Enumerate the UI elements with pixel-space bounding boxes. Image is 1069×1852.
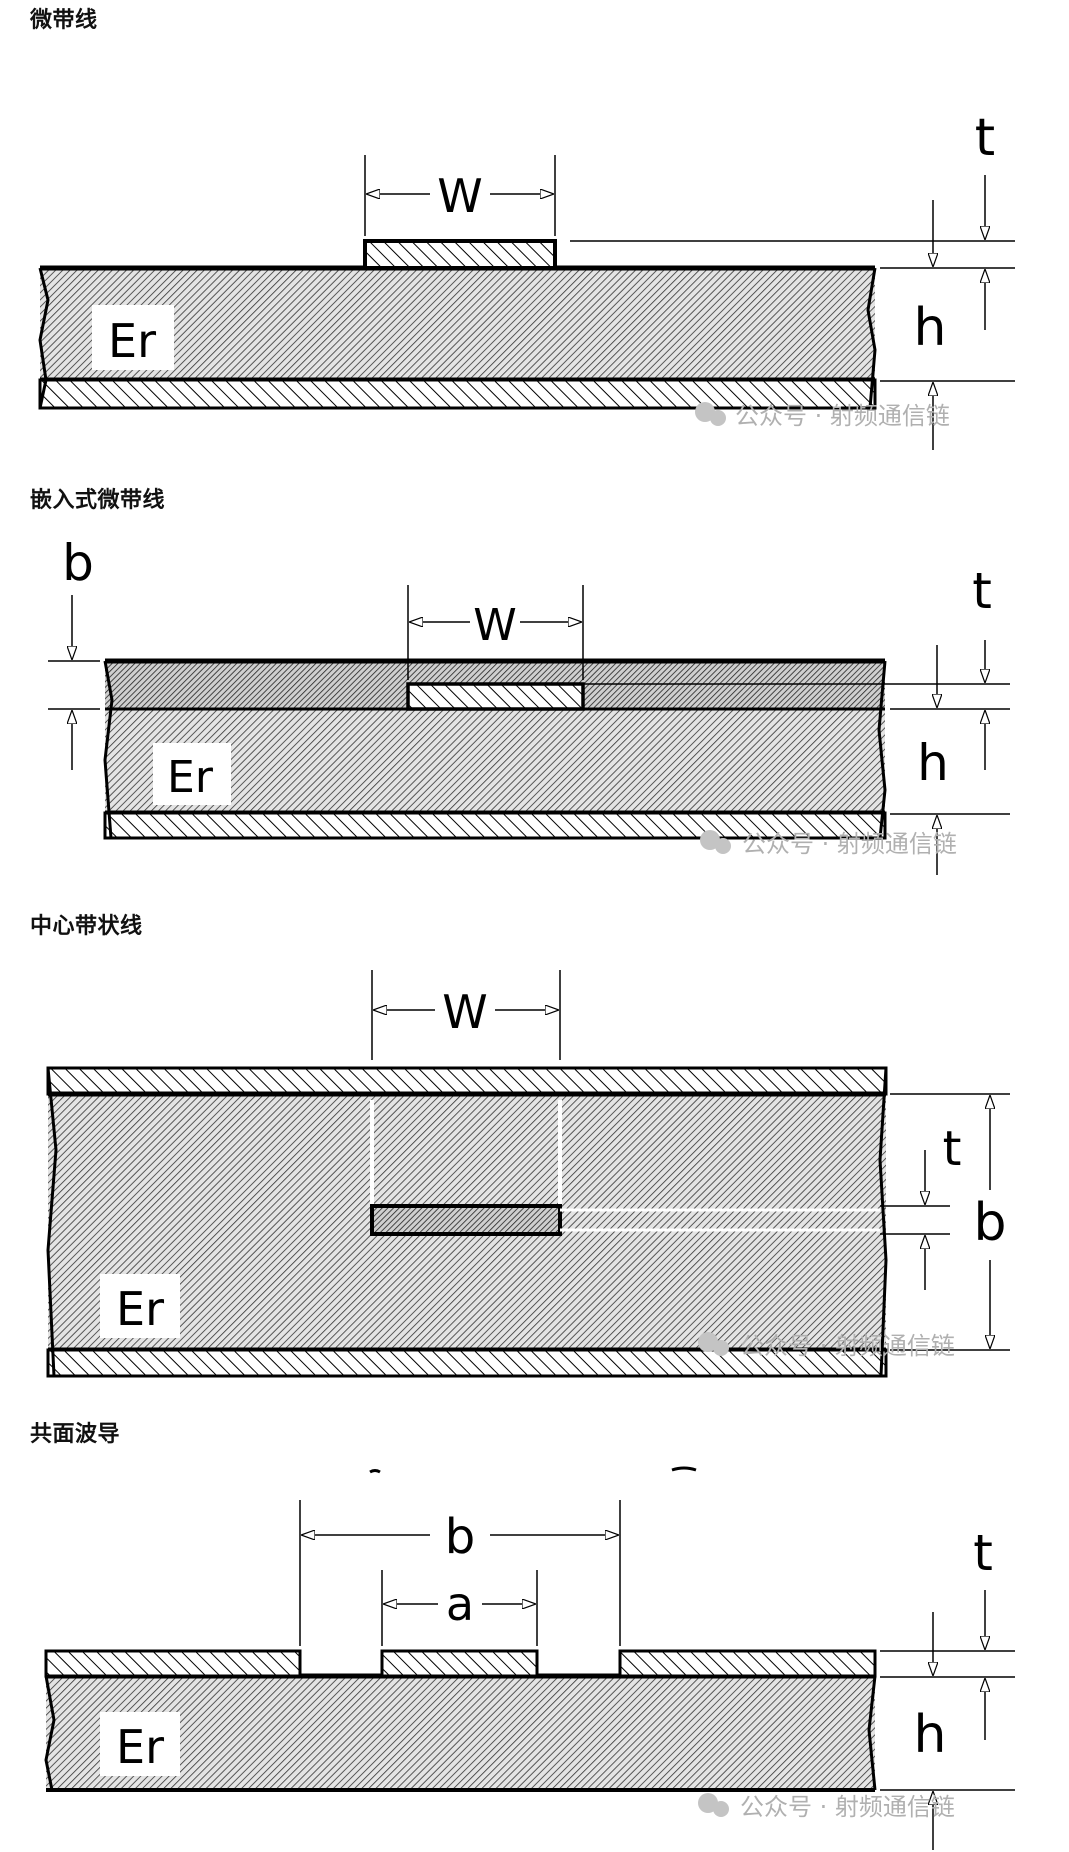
signal-trace (380, 1649, 539, 1678)
b-label: b (973, 1193, 1006, 1253)
er-label: Er (116, 1282, 164, 1336)
stripline-diagram: Er W t b (46, 970, 1010, 1378)
w-label: W (437, 169, 482, 223)
right-ground-trace (618, 1649, 877, 1678)
er-label: Er (167, 752, 214, 803)
h-label: h (914, 298, 947, 358)
er-label-box (100, 1274, 180, 1338)
ground-plane (38, 378, 877, 410)
b-label: b (62, 534, 94, 592)
section-title-coplanar-waveguide: 共面波导 (30, 1422, 121, 1447)
section-title-stripline: 中心带状线 (30, 914, 143, 939)
top-ground-plane (46, 1066, 888, 1096)
er-label: Er (116, 1720, 164, 1774)
signal-trace (370, 1204, 562, 1236)
coplanar-waveguide-diagram: Er b a t h (44, 1466, 1015, 1850)
left-ground-trace (44, 1649, 302, 1678)
section-title-microstrip: 微带线 (30, 8, 98, 33)
svg-text:公众号 · 射频通信链: 公众号 · 射频通信链 (742, 830, 957, 858)
t-label: t (975, 108, 995, 168)
bottom-ground-plane (46, 1348, 888, 1378)
er-label-box (100, 1712, 180, 1776)
ground-plane (103, 811, 887, 840)
svg-text:公众号 · 射频通信链: 公众号 · 射频通信链 (740, 1332, 955, 1360)
section-title-embedded-microstrip: 嵌入式微带线 (30, 488, 166, 513)
t-label: t (973, 1524, 993, 1582)
er-label-box (92, 305, 174, 370)
a-label: a (446, 1577, 474, 1631)
dielectric-substrate (40, 268, 875, 380)
w-label: W (473, 600, 517, 651)
h-label: h (917, 734, 949, 792)
h-label: h (914, 1705, 947, 1765)
microstrip-diagram: Er W t h (38, 108, 1015, 450)
w-label: W (442, 985, 487, 1039)
t-label: t (972, 562, 992, 620)
watermark: 公众号 · 射频通信链 (695, 402, 950, 430)
signal-trace (363, 239, 557, 270)
watermark: 公众号 · 射频通信链 (698, 1332, 955, 1360)
watermark: 公众号 · 射频通信链 (698, 1793, 955, 1821)
watermark: 公众号 · 射频通信链 (700, 830, 957, 858)
embedded-microstrip-diagram: Er W b t h (48, 534, 1010, 875)
dielectric-substrate (46, 1676, 875, 1790)
er-label: Er (108, 314, 156, 368)
t-label: t (943, 1121, 962, 1177)
b-label: b (445, 1509, 475, 1565)
er-label-box (153, 743, 231, 805)
dielectric-substrate (105, 709, 885, 813)
svg-text:公众号 · 射频通信链: 公众号 · 射频通信链 (740, 1793, 955, 1821)
signal-trace (406, 682, 585, 711)
svg-text:公众号 · 射频通信链: 公众号 · 射频通信链 (735, 402, 950, 430)
